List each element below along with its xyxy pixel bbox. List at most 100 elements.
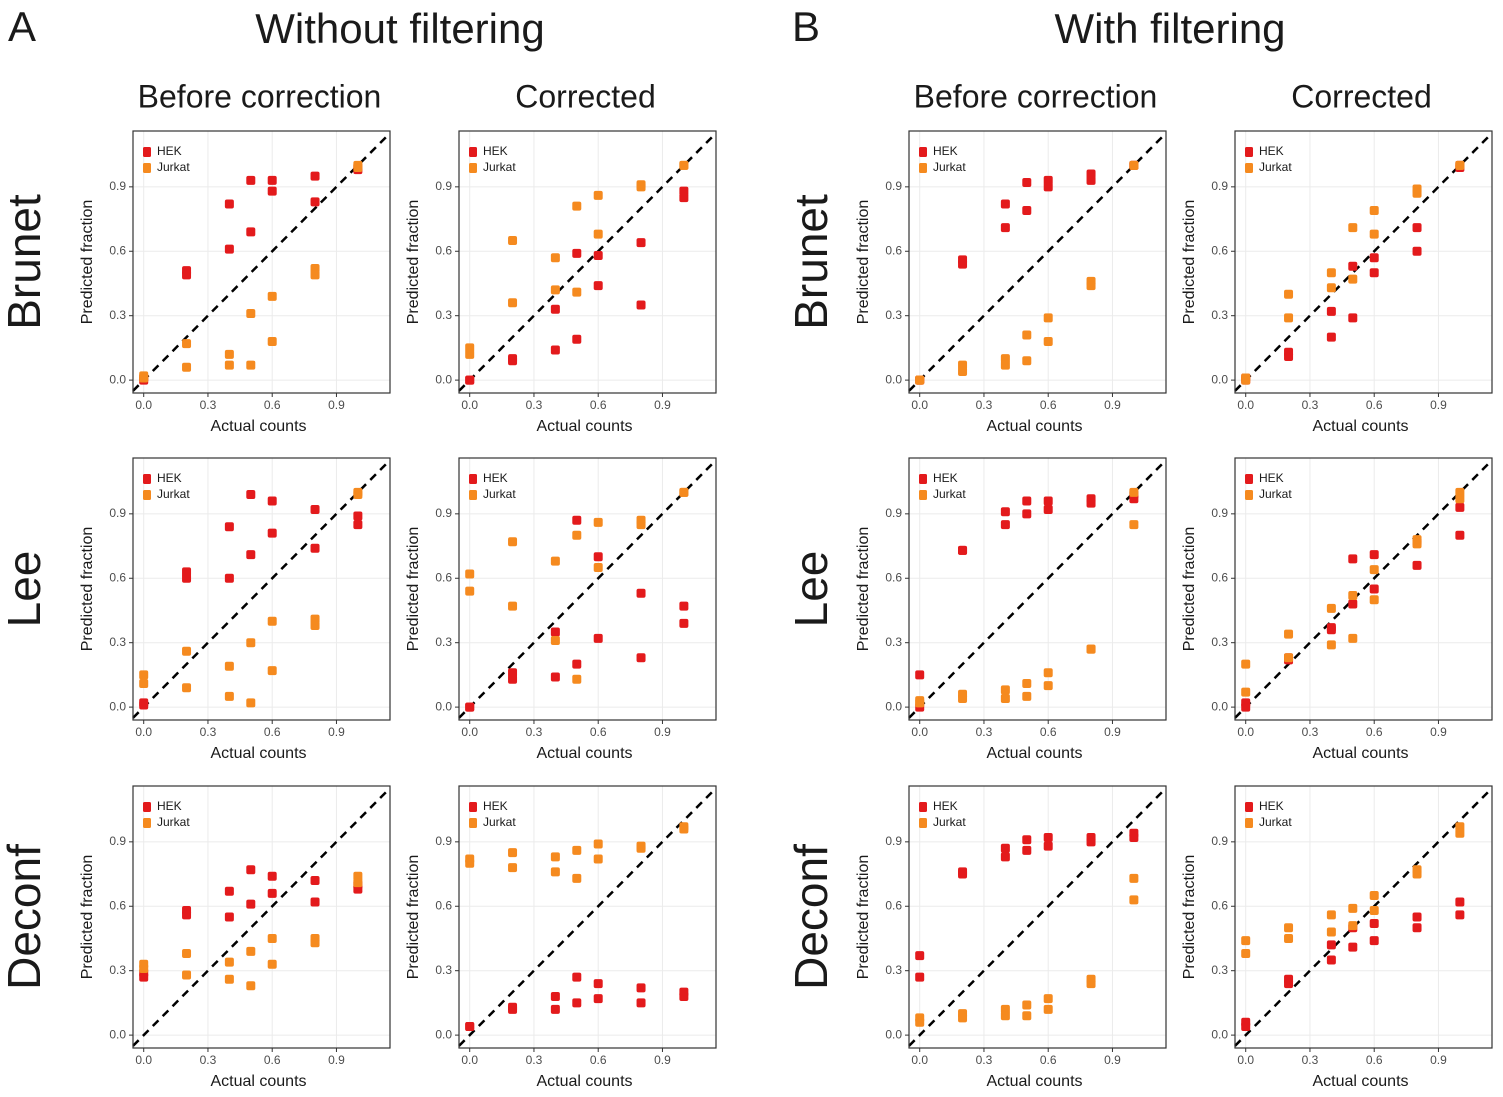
panel: 0.0 0.3 0.6 0.9 0.0 0.3 0.6 0.9 HEK Jurkat Actual … — [1181, 785, 1493, 1090]
legend-swatch — [469, 802, 477, 812]
point — [1369, 205, 1379, 215]
panel: 0.0 0.3 0.6 0.9 0.0 0.3 0.6 0.9 HEK Jurkat Actual … — [405, 457, 717, 762]
column-title: Corrected — [1291, 78, 1432, 114]
point — [1369, 229, 1379, 239]
y-axis-label: Predicted fraction — [855, 200, 872, 325]
y-tick-label: 0.3 — [435, 635, 452, 649]
legend-swatch — [143, 474, 151, 484]
point — [1129, 895, 1139, 905]
x-tick-label: 0.9 — [1430, 398, 1447, 412]
point — [310, 270, 320, 280]
legend-swatch — [1245, 802, 1253, 812]
point — [1412, 912, 1422, 922]
point — [1129, 520, 1139, 530]
y-tick-label: 0.6 — [109, 243, 126, 257]
legend-swatch — [1245, 163, 1253, 173]
point — [1348, 554, 1358, 564]
point — [593, 251, 603, 261]
point — [550, 636, 560, 646]
reference-line — [132, 132, 391, 392]
x-tick-label: 0.6 — [1040, 1053, 1057, 1067]
x-tick-label: 0.6 — [1366, 398, 1383, 412]
point — [636, 300, 646, 310]
x-tick-label: 0.3 — [526, 398, 543, 412]
point — [636, 998, 646, 1008]
point — [267, 871, 277, 881]
point — [267, 291, 277, 301]
point — [915, 698, 925, 708]
point — [572, 873, 582, 883]
point — [1348, 633, 1358, 643]
point — [182, 646, 192, 656]
point — [1022, 835, 1032, 845]
legend-label: HEK — [483, 471, 508, 485]
legend-swatch — [919, 818, 927, 828]
x-tick-label: 0.9 — [654, 725, 671, 739]
point — [636, 843, 646, 853]
legend-label: HEK — [933, 799, 958, 813]
plot-border — [458, 130, 717, 394]
point — [139, 972, 149, 982]
point — [310, 197, 320, 207]
x-tick-label: 0.3 — [976, 1053, 993, 1067]
y-tick-label: 0.9 — [435, 506, 452, 520]
x-tick-label: 0.6 — [1040, 725, 1057, 739]
y-tick-label: 0.0 — [885, 372, 902, 386]
legend-swatch — [143, 490, 151, 500]
point — [1326, 910, 1336, 920]
point — [224, 360, 234, 370]
x-tick-label: 0.9 — [328, 398, 345, 412]
panel: 0.0 0.3 0.6 0.9 0.0 0.3 0.6 0.9 HEK Jurkat Actual … — [1181, 457, 1493, 762]
y-tick-label: 0.9 — [435, 179, 452, 193]
point — [1129, 160, 1139, 170]
point — [1369, 584, 1379, 594]
plot-border — [458, 785, 717, 1049]
point — [679, 160, 689, 170]
point — [1043, 668, 1053, 678]
point — [182, 949, 192, 959]
point — [246, 899, 256, 909]
row-label: Brunet — [785, 194, 837, 330]
legend-label: HEK — [1259, 471, 1284, 485]
legend-swatch — [143, 818, 151, 828]
legend-swatch — [143, 147, 151, 157]
legend-label: Jurkat — [933, 487, 966, 501]
point — [139, 700, 149, 710]
point — [1348, 599, 1358, 609]
point — [1022, 496, 1032, 506]
point — [310, 621, 320, 631]
point — [550, 556, 560, 566]
legend-swatch — [919, 802, 927, 812]
y-tick-label: 0.6 — [1211, 243, 1228, 257]
point — [1412, 923, 1422, 933]
reference-line — [132, 787, 391, 1047]
point — [572, 530, 582, 540]
y-tick-label: 0.9 — [109, 506, 126, 520]
panel: 0.0 0.3 0.6 0.9 0.0 0.3 0.6 0.9 HEK Jurkat Actual … — [855, 785, 1167, 1090]
y-axis-label: Predicted fraction — [855, 855, 872, 980]
point — [465, 569, 475, 579]
point — [1369, 565, 1379, 575]
point — [572, 674, 582, 684]
point — [958, 545, 968, 555]
point — [508, 236, 518, 246]
point — [224, 199, 234, 209]
y-tick-label: 0.3 — [1211, 635, 1228, 649]
y-tick-label: 0.3 — [435, 963, 452, 977]
legend-label: HEK — [1259, 799, 1284, 813]
point — [550, 867, 560, 877]
legend-swatch — [1245, 490, 1253, 500]
row-label: Lee — [0, 551, 50, 628]
point — [267, 959, 277, 969]
y-axis-label: Predicted fraction — [1181, 855, 1198, 980]
point — [310, 171, 320, 181]
x-axis-label: Actual counts — [1312, 745, 1408, 762]
point — [1022, 509, 1032, 519]
x-tick-label: 0.0 — [1237, 725, 1254, 739]
point — [1241, 949, 1251, 959]
x-tick-label: 0.0 — [911, 1053, 928, 1067]
point — [246, 865, 256, 875]
point — [1000, 507, 1010, 517]
point — [224, 912, 234, 922]
point — [593, 563, 603, 573]
